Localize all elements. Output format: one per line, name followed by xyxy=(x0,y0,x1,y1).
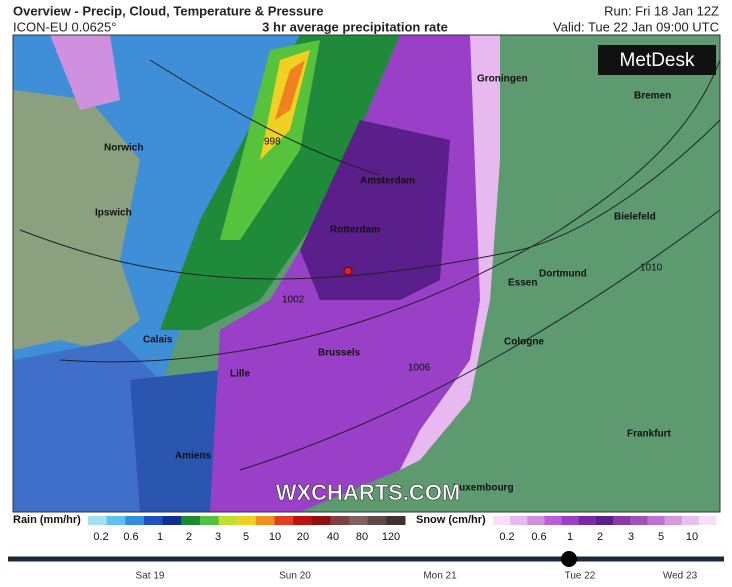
rain-tick: 3 xyxy=(215,531,221,543)
rain-tick: 40 xyxy=(327,531,339,543)
cities: Groningen Bremen Norwich Amsterdam Ipswi… xyxy=(95,74,672,494)
isobar-label: 1010 xyxy=(640,263,663,274)
logo: MetDesk xyxy=(620,50,695,71)
day-label: Tue 22 xyxy=(565,571,596,582)
isobar-label: 998 xyxy=(264,137,281,148)
color-step xyxy=(162,516,182,525)
city: Luxembourg xyxy=(453,483,514,494)
isobar xyxy=(59,59,721,363)
color-step xyxy=(544,516,563,525)
city: Brussels xyxy=(318,348,361,359)
color-step xyxy=(311,516,331,525)
color-step xyxy=(681,516,700,525)
color-step xyxy=(237,516,257,525)
rain-tick: 2 xyxy=(186,531,192,543)
rain-label: Rain (mm/hr) xyxy=(13,514,81,526)
subtitle: 3 hr average precipitation rate xyxy=(262,19,448,34)
watermark: WXCHARTS.COM xyxy=(276,480,461,505)
city: Essen xyxy=(508,278,537,289)
snow-tick: 5 xyxy=(658,531,664,543)
city: Dortmund xyxy=(539,269,587,280)
snow-tick: 0.6 xyxy=(531,531,546,543)
city: Lille xyxy=(230,369,250,380)
color-step xyxy=(647,516,666,525)
day-label: Mon 21 xyxy=(423,571,457,582)
isobar-labels: 998 1002 1006 1010 xyxy=(264,137,663,374)
color-step xyxy=(367,516,387,525)
snow-tick: 3 xyxy=(628,531,634,543)
rain-tick: 80 xyxy=(356,531,368,543)
snow-tick: 1 xyxy=(567,531,573,543)
color-step xyxy=(293,516,313,525)
color-step xyxy=(199,516,220,525)
city: Groningen xyxy=(477,74,528,85)
isobar xyxy=(239,209,721,471)
color-step xyxy=(561,516,580,525)
rain-tick: 0.2 xyxy=(93,531,108,543)
city: Norwich xyxy=(104,143,143,154)
isobar xyxy=(19,119,721,280)
timeline-days: Sat 19 Sun 20 Mon 21 Tue 22 Wed 23 xyxy=(136,571,698,582)
model: ICON-EU 0.0625° xyxy=(13,19,116,34)
color-step xyxy=(595,516,614,525)
map xyxy=(13,35,720,512)
city: Amsterdam xyxy=(360,176,415,187)
color-step xyxy=(386,516,406,525)
color-step xyxy=(125,516,145,525)
location-marker xyxy=(343,266,353,276)
city: Ipswich xyxy=(95,208,132,219)
color-step xyxy=(664,516,683,525)
color-step xyxy=(106,516,126,525)
rain-tick: 5 xyxy=(243,531,249,543)
run: Run: Fri 18 Jan 12Z xyxy=(604,3,719,18)
city: Calais xyxy=(143,335,173,346)
color-step xyxy=(527,516,545,525)
rain-tick: 20 xyxy=(297,531,309,543)
snow-colorbar: 0.2 0.6 1 2 3 5 10 xyxy=(493,516,717,543)
rain-tick: 10 xyxy=(269,531,281,543)
rain-tick: 120 xyxy=(382,531,400,543)
color-step xyxy=(181,516,201,525)
isobar-label: 1006 xyxy=(408,363,431,374)
timeline-handle[interactable] xyxy=(561,551,577,567)
color-step xyxy=(274,516,294,525)
color-step xyxy=(255,516,275,525)
color-step xyxy=(88,516,108,525)
day-label: Wed 23 xyxy=(663,571,698,582)
city: Bremen xyxy=(634,91,671,102)
valid: Valid: Tue 22 Jan 09:00 UTC xyxy=(553,19,719,34)
color-step xyxy=(143,516,164,525)
color-step xyxy=(330,516,350,525)
rain-tick: 0.6 xyxy=(123,531,138,543)
color-step xyxy=(613,516,631,525)
title: Overview - Precip, Cloud, Temperature & … xyxy=(13,3,323,18)
city: Cologne xyxy=(504,337,544,348)
snow-label: Snow (cm/hr) xyxy=(416,514,486,526)
rain-tick: 1 xyxy=(157,531,163,543)
isobar xyxy=(149,59,381,176)
day-label: Sat 19 xyxy=(136,571,165,582)
map-frame xyxy=(12,34,721,513)
snow-tick: 0.2 xyxy=(499,531,514,543)
color-step xyxy=(578,516,597,525)
color-step xyxy=(218,516,238,525)
city: Frankfurt xyxy=(627,429,672,440)
city: Bielefeld xyxy=(614,212,656,223)
snow-tick: 2 xyxy=(597,531,603,543)
logo-box xyxy=(598,45,716,75)
color-step xyxy=(510,516,528,525)
snow-tick: 10 xyxy=(686,531,698,543)
day-label: Sun 20 xyxy=(279,571,311,582)
city: Amiens xyxy=(175,451,212,462)
color-step xyxy=(349,516,369,525)
color-step xyxy=(698,516,717,525)
rain-colorbar: 0.2 0.6 1 2 3 5 10 20 40 80 120 xyxy=(88,516,406,543)
color-step xyxy=(493,516,511,525)
city: Rotterdam xyxy=(330,225,380,236)
color-step xyxy=(630,516,648,525)
isobar-label: 1002 xyxy=(282,295,305,306)
